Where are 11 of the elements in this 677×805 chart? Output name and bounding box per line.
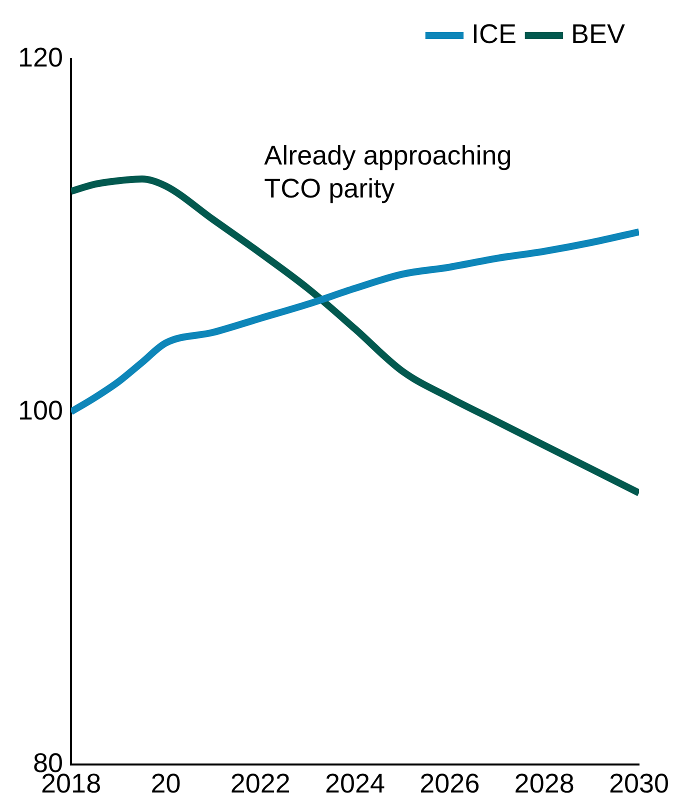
x-tick-label: 2030 [608, 768, 670, 798]
annotation: Already approaching TCO parity [264, 140, 512, 204]
y-tick-label: 100 [18, 395, 64, 426]
x-tick-label: 2028 [514, 768, 574, 798]
x-tick-label: 20 [150, 768, 181, 798]
y-tick-label: 120 [18, 42, 64, 72]
x-tick-label: 2022 [230, 768, 290, 798]
legend-label: BEV [570, 18, 626, 49]
x-tick-label: 2024 [324, 768, 386, 798]
legend-label: ICE [471, 18, 516, 49]
x-tick-label: 2026 [420, 768, 480, 798]
